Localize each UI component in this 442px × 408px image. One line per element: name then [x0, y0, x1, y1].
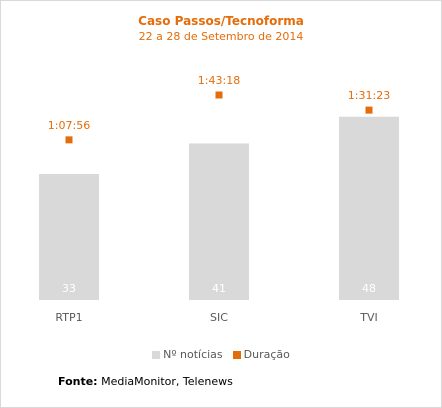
x-tick-label-tvi: TVI: [359, 311, 378, 324]
source-label: Fonte:: [58, 375, 98, 388]
bar-sic: [189, 143, 249, 300]
chart-title: Caso Passos/Tecnoforma: [138, 14, 304, 28]
legend-swatch-noticias: [152, 350, 161, 359]
legend-swatch-duracao: [232, 350, 241, 359]
x-tick-label-rtp1: RTP1: [55, 311, 82, 324]
duration-label-tvi: 1:31:23: [348, 89, 390, 102]
duration-label-sic: 1:43:18: [198, 74, 240, 87]
duration-label-rtp1: 1:07:56: [48, 119, 90, 132]
legend-item-duracao: Duração: [232, 348, 290, 361]
bar-rtp1: [39, 174, 99, 300]
source-text: MediaMonitor, Telenews: [101, 375, 233, 388]
bar-label-rtp1: 33: [62, 282, 76, 295]
duration-point-tvi: [365, 106, 373, 114]
chart-legend: Nº notícias Duração: [0, 348, 442, 361]
chart-subtitle: 22 a 28 de Setembro de 2014: [138, 30, 304, 43]
legend-label-noticias: Nº notícias: [163, 348, 223, 361]
x-tick-label-sic: SIC: [210, 311, 228, 324]
duration-point-rtp1: [65, 136, 73, 144]
legend-item-noticias: Nº notícias: [152, 348, 223, 361]
bar-tvi: [339, 116, 399, 301]
bar-label-tvi: 48: [362, 282, 376, 295]
bar-label-sic: 41: [212, 282, 226, 295]
legend-label-duracao: Duração: [243, 348, 290, 361]
source-note: Fonte: MediaMonitor, Telenews: [58, 375, 233, 388]
duration-point-sic: [215, 91, 223, 99]
